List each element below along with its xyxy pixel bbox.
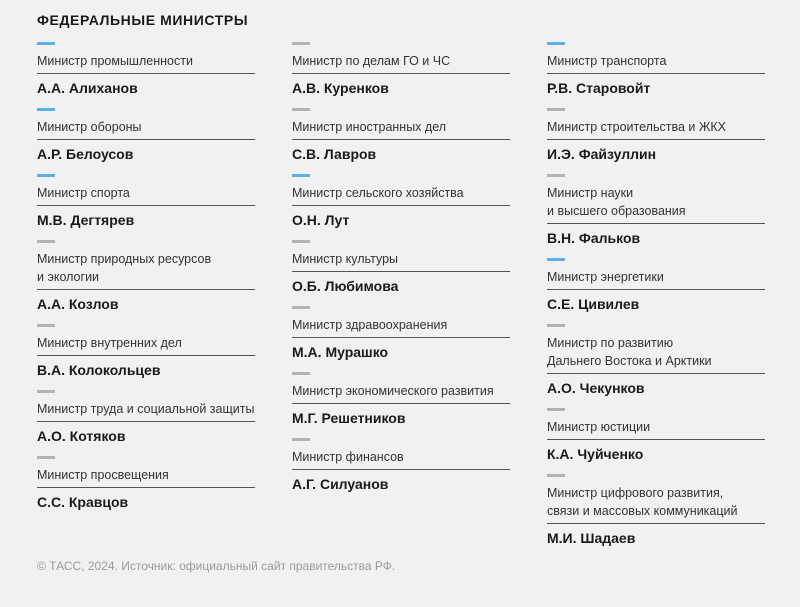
minister-name: М.А. Мурашко: [292, 344, 389, 360]
minister-role: Министр по развитию Дальнего Востока и А…: [547, 334, 765, 374]
minister-role: Министр обороны: [37, 118, 255, 140]
minister-item: Министр экономического развития М.Г. Реше…: [292, 372, 510, 436]
minister-item: Министр просвещения С.С. Кравцов: [37, 456, 255, 520]
minister-role: Министр внутренних дел: [37, 334, 255, 356]
minister-item: Министр обороны А.Р. Белоусов: [37, 108, 255, 172]
marker-bar: [37, 108, 55, 111]
minister-item: Министр культуры О.Б. Любимова: [292, 240, 510, 304]
marker-bar: [547, 324, 565, 327]
minister-name: А.А. Козлов: [37, 296, 119, 312]
marker-bar: [547, 408, 565, 411]
minister-item: Министр по делам ГО и ЧС А.В. Куренков: [292, 42, 510, 106]
minister-role: Министр строительства и ЖКХ: [547, 118, 765, 140]
marker-bar: [37, 42, 55, 45]
minister-item: Министр финансов А.Г. Силуанов: [292, 438, 510, 502]
page-title: ФЕДЕРАЛЬНЫЕ МИНИСТРЫ: [37, 12, 249, 28]
minister-role: Министр спорта: [37, 184, 255, 206]
minister-role: Министр просвещения: [37, 466, 255, 488]
minister-name: А.О. Котяков: [37, 428, 126, 444]
minister-role: Министр иностранных дел: [292, 118, 510, 140]
marker-bar: [547, 108, 565, 111]
minister-name: С.С. Кравцов: [37, 494, 129, 510]
marker-bar: [292, 306, 310, 309]
minister-item: Министр транспорта Р.В. Старовойт: [547, 42, 765, 106]
minister-item: Министр науки и высшего образования В.Н. …: [547, 174, 765, 256]
marker-bar: [547, 174, 565, 177]
source-footer: © ТАСС, 2024. Источник: официальный сайт…: [37, 559, 396, 573]
marker-bar: [37, 390, 55, 393]
minister-item: Министр цифрового развития, связи и масс…: [547, 474, 765, 556]
minister-name: С.В. Лавров: [292, 146, 377, 162]
minister-name: А.В. Куренков: [292, 80, 389, 96]
minister-item: Министр по развитию Дальнего Востока и А…: [547, 324, 765, 406]
ministers-grid: Министр промышленности А.А. Алиханов Минис…: [37, 40, 800, 556]
minister-role: Министр экономического развития: [292, 382, 510, 404]
minister-item: Министр строительства и ЖКХ И.Э. Файзулли…: [547, 108, 765, 172]
minister-name: М.В. Дегтярев: [37, 212, 135, 228]
marker-bar: [292, 108, 310, 111]
minister-name: И.Э. Файзуллин: [547, 146, 657, 162]
minister-role: Министр энергетики: [547, 268, 765, 290]
minister-role: Министр природных ресурсов и экологии: [37, 250, 255, 290]
minister-name: А.Г. Силуанов: [292, 476, 389, 492]
minister-name: М.Г. Решетников: [292, 410, 406, 426]
minister-role: Министр науки и высшего образования: [547, 184, 765, 224]
minister-role: Министр сельского хозяйства: [292, 184, 510, 206]
minister-name: М.И. Шадаев: [547, 530, 636, 546]
minister-role: Министр юстиции: [547, 418, 765, 440]
marker-bar: [37, 456, 55, 459]
minister-name: Р.В. Старовойт: [547, 80, 651, 96]
minister-item: Министр энергетики С.Е. Цивилев: [547, 258, 765, 322]
ministers-column: Министр транспорта Р.В. Старовойт Министр …: [547, 40, 765, 556]
minister-name: К.А. Чуйченко: [547, 446, 644, 462]
minister-role: Министр по делам ГО и ЧС: [292, 52, 510, 74]
minister-item: Министр промышленности А.А. Алиханов: [37, 42, 255, 106]
marker-bar: [547, 474, 565, 477]
minister-item: Министр природных ресурсов и экологии А.А…: [37, 240, 255, 322]
minister-item: Министр спорта М.В. Дегтярев: [37, 174, 255, 238]
minister-role: Министр цифрового развития, связи и масс…: [547, 484, 765, 524]
minister-name: О.Б. Любимова: [292, 278, 399, 294]
ministers-column: Министр промышленности А.А. Алиханов Минис…: [37, 40, 255, 556]
minister-name: С.Е. Цивилев: [547, 296, 640, 312]
marker-bar: [37, 324, 55, 327]
minister-item: Министр юстиции К.А. Чуйченко: [547, 408, 765, 472]
minister-role: Министр труда и социальной защиты: [37, 400, 255, 422]
minister-item: Министр здравоохранения М.А. Мурашко: [292, 306, 510, 370]
minister-role: Министр финансов: [292, 448, 510, 470]
minister-name: В.Н. Фальков: [547, 230, 641, 246]
marker-bar: [292, 174, 310, 177]
minister-name: А.А. Алиханов: [37, 80, 138, 96]
minister-item: Министр иностранных дел С.В. Лавров: [292, 108, 510, 172]
marker-bar: [292, 240, 310, 243]
marker-bar: [292, 372, 310, 375]
minister-name: А.О. Чекунков: [547, 380, 645, 396]
marker-bar: [547, 258, 565, 261]
marker-bar: [292, 42, 310, 45]
minister-role: Министр промышленности: [37, 52, 255, 74]
minister-name: О.Н. Лут: [292, 212, 350, 228]
minister-item: Министр труда и социальной защиты А.О. Ко…: [37, 390, 255, 454]
minister-name: В.А. Колокольцев: [37, 362, 161, 378]
minister-role: Министр транспорта: [547, 52, 765, 74]
minister-role: Министр культуры: [292, 250, 510, 272]
marker-bar: [37, 240, 55, 243]
marker-bar: [37, 174, 55, 177]
minister-item: Министр сельского хозяйства О.Н. Лут: [292, 174, 510, 238]
marker-bar: [292, 438, 310, 441]
marker-bar: [547, 42, 565, 45]
ministers-column: Министр по делам ГО и ЧС А.В. Куренков Мин…: [292, 40, 510, 556]
minister-role: Министр здравоохранения: [292, 316, 510, 338]
minister-item: Министр внутренних дел В.А. Колокольцев: [37, 324, 255, 388]
minister-name: А.Р. Белоусов: [37, 146, 134, 162]
